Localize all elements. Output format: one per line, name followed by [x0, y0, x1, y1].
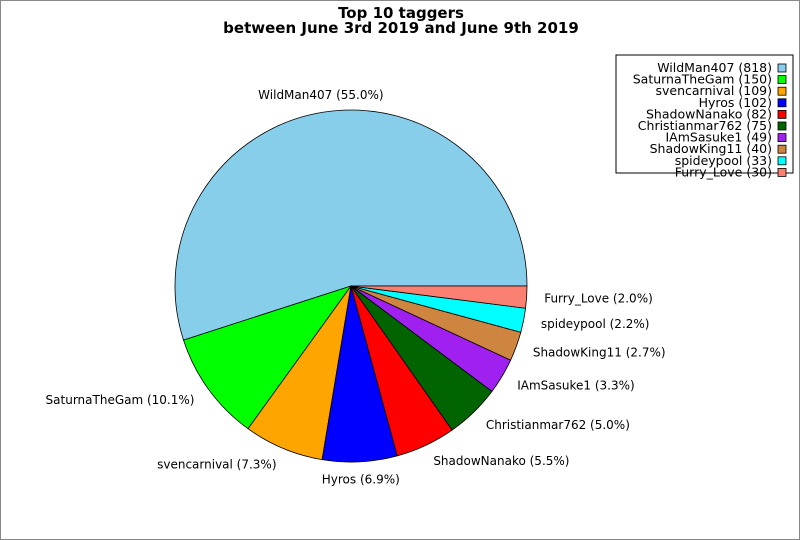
legend-label: Hyros (102) [699, 95, 772, 110]
slice-label: ShadowKing11 (2.7%) [533, 345, 666, 359]
legend-label: WildMan407 (818) [657, 60, 772, 75]
legend-label: SaturnaTheGam (150) [633, 72, 772, 87]
legend-label: ShadowKing11 (40) [650, 141, 772, 156]
slice-label: spideypool (2.2%) [541, 317, 650, 331]
slice-label: ShadowNanako (5.5%) [433, 454, 569, 468]
slice-label: Christianmar762 (5.0%) [486, 418, 630, 432]
legend-swatch [777, 110, 787, 119]
slice-label: Hyros (6.9%) [322, 472, 400, 486]
legend-swatch [777, 121, 787, 131]
legend-label: svencarnival (109) [656, 83, 773, 98]
legend-swatch [777, 63, 787, 73]
legend-swatch [777, 156, 787, 166]
legend-label: IAmSasuke1 (49) [665, 130, 772, 145]
legend-box [615, 54, 794, 174]
legend-label: Christianmar762 (75) [638, 118, 772, 133]
legend-swatch [777, 86, 787, 96]
legend-swatch [777, 133, 787, 143]
legend-swatch [777, 144, 787, 154]
pie-slice-furry_love [350, 285, 528, 309]
legend-label: Furry_Love (30) [675, 164, 772, 179]
chart-subtitle: between June 3rd 2019 and June 9th 2019 [223, 19, 579, 37]
legend-swatch [777, 75, 787, 84]
pie-slice-saturnathegam [183, 285, 353, 430]
legend-swatch [777, 167, 787, 177]
legend-label: spideypool (33) [675, 153, 772, 168]
slice-label: Furry_Love (2.0%) [544, 291, 653, 305]
legend-swatch [777, 98, 787, 108]
slice-label: SaturnaTheGam (10.1%) [46, 393, 195, 407]
slice-label: svencarnival (7.3%) [157, 458, 276, 472]
pie-slice-wildman407 [174, 109, 528, 341]
slice-label: IAmSasuke1 (3.3%) [517, 378, 634, 392]
slice-label: WildMan407 (55.0%) [258, 88, 383, 102]
legend-label: ShadowNanako (82) [646, 106, 772, 121]
chart-title: Top 10 taggers [338, 4, 464, 22]
